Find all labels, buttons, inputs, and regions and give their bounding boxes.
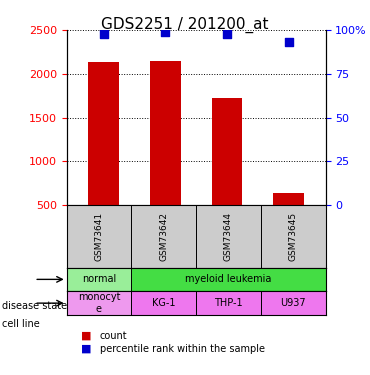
FancyBboxPatch shape	[67, 205, 131, 267]
FancyBboxPatch shape	[261, 291, 326, 315]
FancyBboxPatch shape	[196, 205, 261, 267]
Text: normal: normal	[82, 274, 116, 284]
FancyBboxPatch shape	[131, 267, 326, 291]
Text: cell line: cell line	[2, 320, 40, 329]
FancyBboxPatch shape	[67, 291, 131, 315]
FancyBboxPatch shape	[261, 205, 326, 267]
FancyBboxPatch shape	[131, 205, 196, 267]
Bar	[273, 193, 304, 205]
Point	[224, 30, 230, 36]
Text: ■: ■	[81, 331, 92, 340]
Bar	[212, 98, 242, 205]
Text: disease state: disease state	[2, 301, 67, 310]
Bar	[88, 62, 119, 205]
Text: THP-1: THP-1	[214, 298, 243, 308]
Point	[286, 39, 292, 45]
Text: ■: ■	[81, 344, 92, 354]
Bar	[150, 61, 181, 205]
FancyBboxPatch shape	[131, 291, 196, 315]
Text: KG-1: KG-1	[152, 298, 175, 308]
Text: GDS2251 / 201200_at: GDS2251 / 201200_at	[101, 17, 269, 33]
Text: GSM73641: GSM73641	[94, 211, 104, 261]
Text: monocyt
e: monocyt e	[78, 292, 120, 314]
Text: myeloid leukemia: myeloid leukemia	[185, 274, 272, 284]
Text: GSM73642: GSM73642	[159, 212, 168, 261]
Text: count: count	[100, 331, 128, 340]
FancyBboxPatch shape	[67, 267, 131, 291]
Text: percentile rank within the sample: percentile rank within the sample	[100, 344, 265, 354]
FancyBboxPatch shape	[196, 291, 261, 315]
Text: GSM73645: GSM73645	[289, 211, 298, 261]
Point	[101, 30, 107, 36]
Point	[162, 29, 168, 35]
Text: U937: U937	[280, 298, 306, 308]
Text: GSM73644: GSM73644	[224, 212, 233, 261]
